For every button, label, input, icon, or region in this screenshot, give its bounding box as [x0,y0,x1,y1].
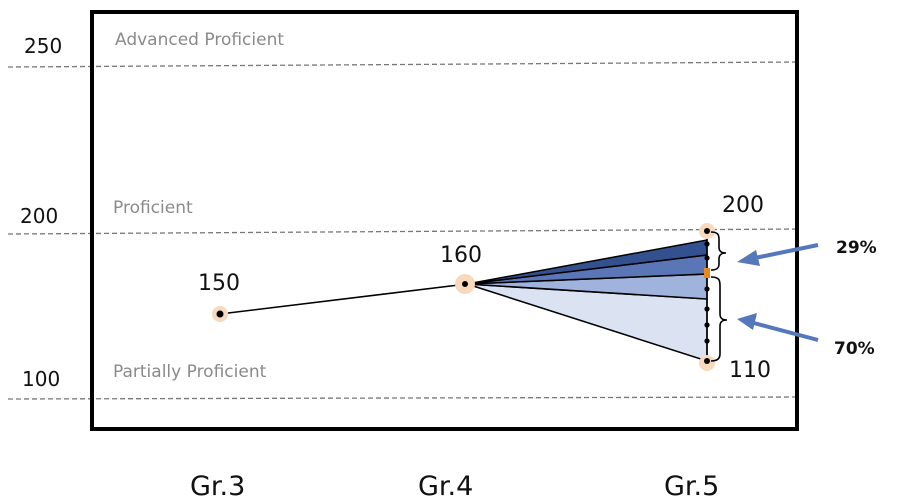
arrow-70-shaft [749,320,819,342]
arrow-70-head [737,313,757,330]
scale-label-200: 200 [20,204,58,228]
point-gr5-f [704,338,710,344]
value-label-gr5-bottom: 110 [729,358,771,383]
dashed-line-250 [7,61,801,68]
point-gr5-b [704,255,710,261]
point-gr5-d [704,306,710,312]
dashed-line-200 [7,228,801,235]
arrow-29-head [737,250,760,266]
point-gr5-a [704,241,710,247]
growth-line-gr3-gr4 [219,283,468,315]
brace-lower [710,276,728,362]
level-label-proficient: Proficient [113,198,193,218]
scale-label-250: 250 [24,34,62,58]
percent-label-29: 29% [836,238,877,258]
grade-label-gr5: Gr.5 [664,471,719,502]
point-gr5-e [704,322,710,328]
dashed-line-100 [7,396,801,400]
gr5-cut-marker [704,268,710,278]
value-label-gr4: 160 [440,243,482,268]
point-gr5-top [704,228,710,234]
grade-label-gr4: Gr.4 [418,471,473,502]
point-gr5-bottom [704,358,710,364]
arrow-29-shaft [749,243,819,261]
point-gr3 [216,310,224,318]
level-label-advanced: Advanced Proficient [115,30,284,50]
brace-upper [710,231,727,271]
scale-label-100: 100 [22,367,60,391]
grade-label-gr3: Gr.3 [190,471,245,502]
percent-label-70: 70% [834,339,875,359]
value-label-gr5-top: 200 [722,193,764,218]
value-label-gr3: 150 [198,271,240,296]
level-label-partially: Partially Proficient [113,362,267,382]
point-gr4 [462,281,468,287]
diagram-frame [90,10,799,431]
point-gr5-c [704,286,710,292]
